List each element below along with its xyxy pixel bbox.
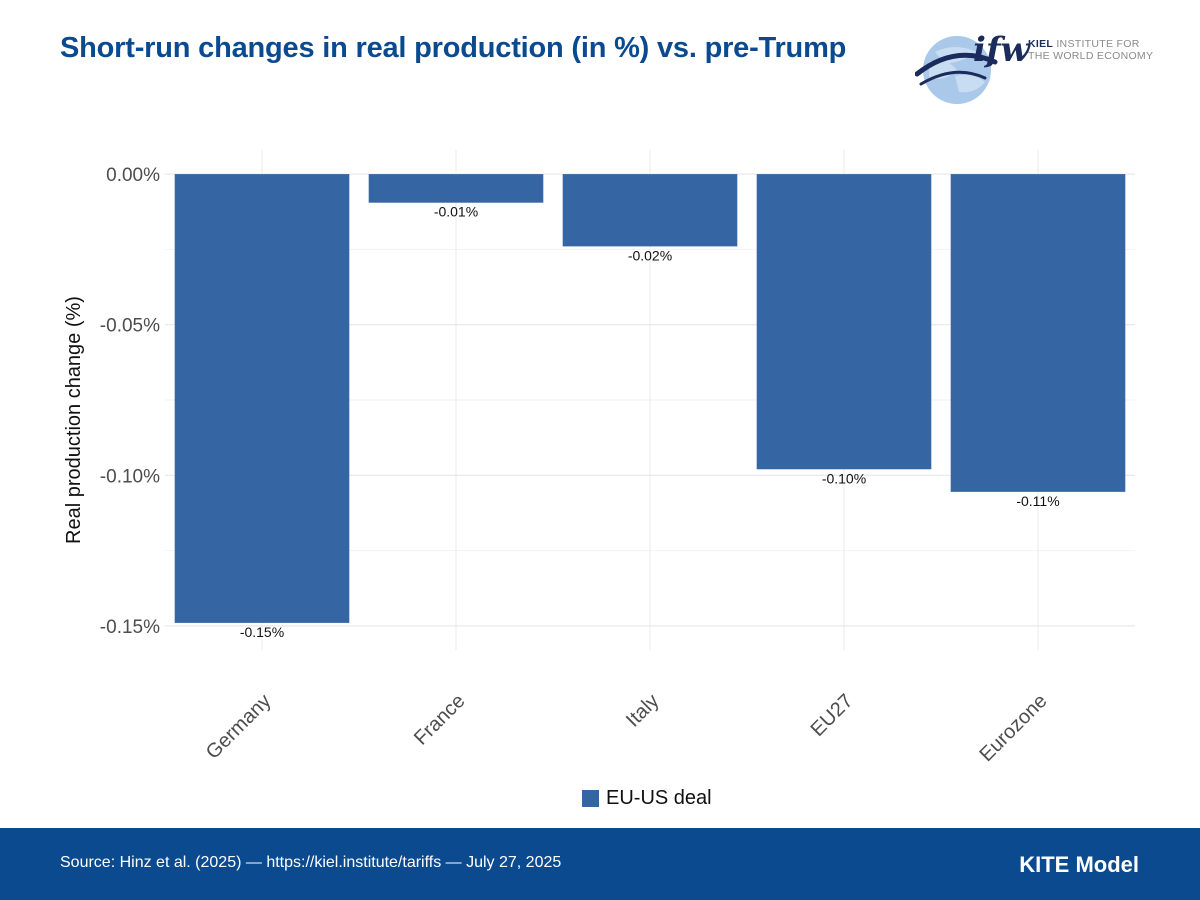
bar-germany (174, 174, 350, 623)
chart-title: Short-run changes in real production (in… (60, 32, 847, 64)
x-tick-label: Italy (622, 690, 663, 731)
logo-institute-line2: THE WORLD ECONOMY (1028, 50, 1154, 62)
logo-institute-rest: INSTITUTE FOR (1056, 38, 1140, 50)
data-label: -0.01% (434, 204, 478, 220)
x-tick-label: Germany (202, 690, 276, 764)
logo-kiel: KIEL (1028, 38, 1054, 50)
y-axis-title: Real production change (%) (63, 296, 85, 544)
y-tick-label: -0.05% (100, 316, 160, 337)
bar-eu27 (756, 174, 932, 470)
bar-france (368, 174, 544, 203)
y-tick-label: -0.15% (100, 617, 160, 638)
bar-eurozone (950, 174, 1126, 492)
legend-label: EU-US deal (606, 787, 712, 809)
y-tick-label: 0.00% (106, 165, 160, 186)
logo-institute-name: KIEL INSTITUTE FOR THE WORLD ECONOMY (1028, 38, 1153, 62)
footer-model-name: KITE Model (1019, 852, 1139, 877)
chart-legend: EU-US deal (582, 787, 712, 810)
legend-swatch (582, 790, 599, 807)
data-label: -0.10% (822, 470, 866, 486)
data-label: -0.11% (1016, 493, 1059, 509)
bar-italy (562, 174, 738, 247)
footer-bar: Source: Hinz et al. (2025) — https://kie… (0, 828, 1200, 900)
kiel-institute-logo: ifw KIEL INSTITUTE FOR THE WORLD ECONOMY (915, 22, 1155, 112)
globe-icon (915, 36, 998, 104)
x-tick-label: EU27 (807, 690, 858, 741)
data-label: -0.15% (240, 624, 284, 640)
data-label: -0.02% (628, 247, 672, 263)
x-tick-label: France (410, 690, 470, 750)
y-tick-label: -0.10% (100, 466, 160, 487)
footer-source: Source: Hinz et al. (2025) — https://kie… (60, 854, 562, 871)
x-tick-label: Eurozone (975, 690, 1051, 766)
bar-chart: 0.00% -0.05% -0.10% -0.15% Real production c… (63, 150, 1135, 766)
logo-mark: ifw (973, 30, 1030, 70)
